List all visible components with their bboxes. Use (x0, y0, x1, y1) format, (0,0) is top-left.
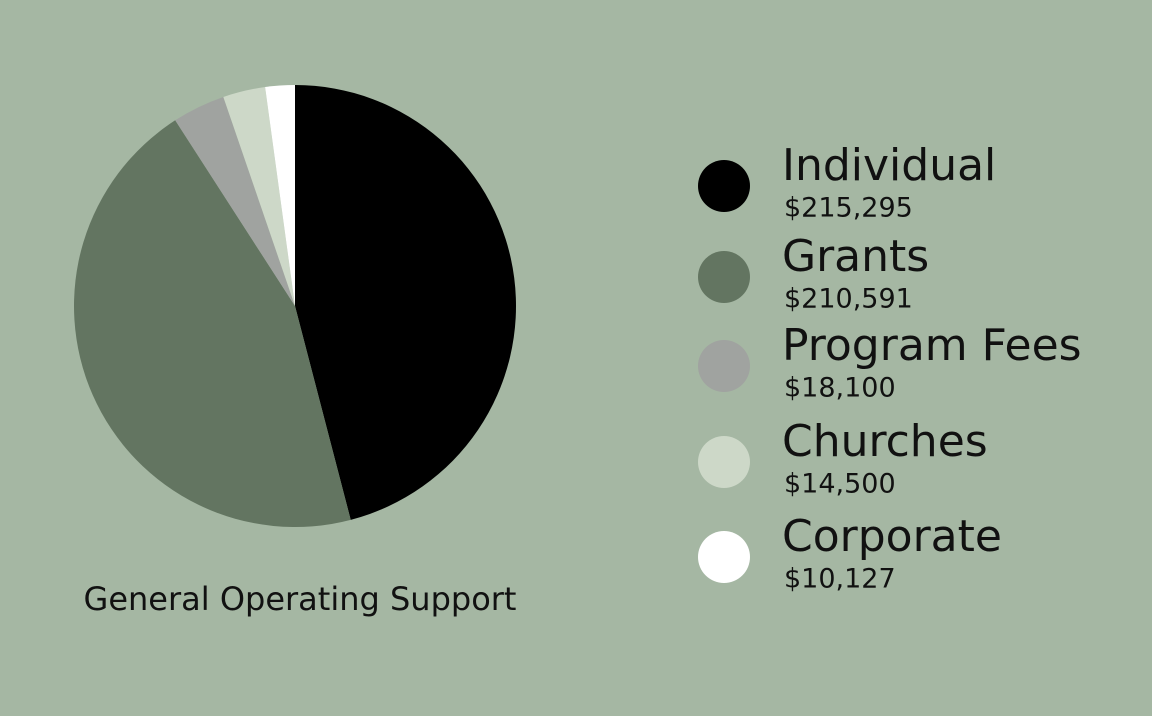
pie-slice (265, 85, 295, 306)
legend-label: Program Fees (782, 320, 1082, 371)
legend-swatch (698, 531, 750, 583)
legend-swatch (698, 251, 750, 303)
value-label: $10,127 (784, 564, 896, 595)
legend-label: Churches (782, 416, 988, 467)
value-label: $215,295 (784, 193, 913, 224)
value-label: $210,591 (784, 284, 913, 315)
legend-label: Corporate (782, 511, 1002, 562)
legend-label: Grants (782, 231, 929, 282)
legend-swatch (698, 436, 750, 488)
pie-slice (295, 85, 517, 520)
value-label: $14,500 (784, 469, 896, 500)
legend-swatch (698, 340, 750, 392)
legend-label: Individual (782, 140, 996, 191)
legend-swatch (698, 160, 750, 212)
value-label: $18,100 (784, 373, 896, 404)
pie-slice (175, 96, 295, 306)
chart-title: General Operating Support (84, 580, 517, 618)
pie-slice (223, 87, 295, 306)
pie-slice (73, 120, 351, 528)
